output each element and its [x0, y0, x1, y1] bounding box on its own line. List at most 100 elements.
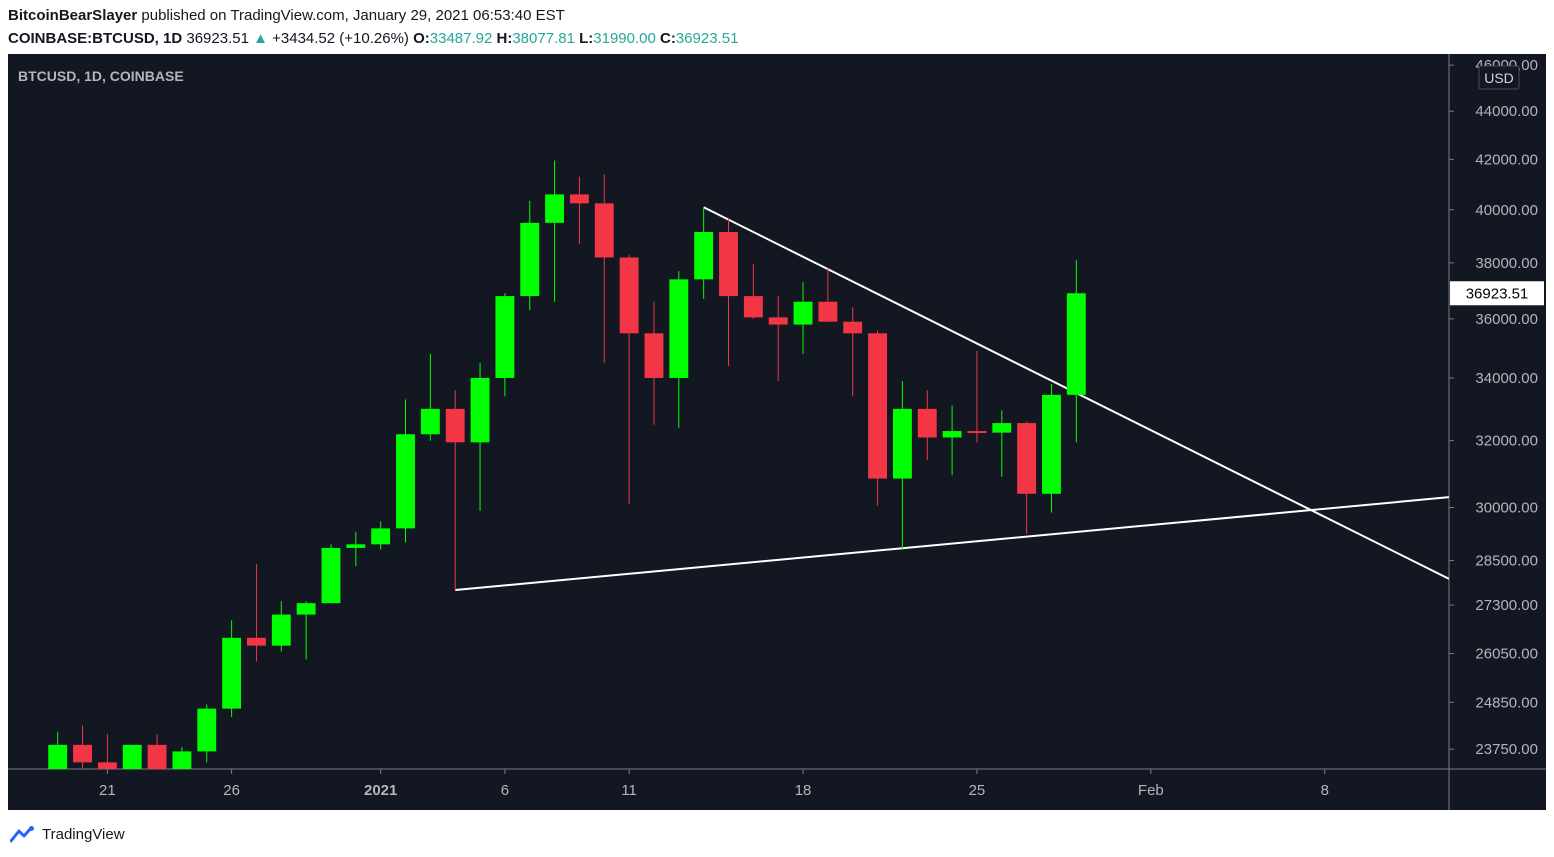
candle: [247, 564, 266, 662]
price-tick-label: 38000.00: [1475, 255, 1538, 272]
candle-body: [346, 544, 366, 548]
candle: [371, 521, 391, 550]
low-label: L:: [579, 30, 594, 47]
candle-body: [967, 431, 987, 434]
candle: [942, 405, 962, 476]
price-tick-label: 44000.00: [1475, 103, 1538, 120]
high-value: 38077.81: [512, 30, 575, 47]
open-value: 33487.92: [429, 30, 493, 47]
footer-brand: TradingView: [42, 825, 125, 843]
price-axis-ticks: 46000.0044000.0042000.0040000.0038000.00…: [1449, 57, 1538, 758]
trendline-ascending-support: [455, 496, 1449, 592]
candle-body: [420, 408, 440, 435]
candle: [495, 293, 515, 397]
price-axis[interactable]: [1449, 54, 1546, 769]
candle-body: [619, 257, 639, 334]
ohlc-legend: COINBASE:BTCUSD, 1D 36923.51 ▲ +3434.52 …: [8, 30, 738, 47]
candle-body: [396, 434, 415, 529]
candle-body: [321, 547, 341, 604]
candle: [743, 264, 763, 319]
candle-body: [892, 408, 912, 479]
candle-body: [644, 333, 664, 378]
candle: [470, 362, 490, 511]
candle-body: [1017, 423, 1037, 494]
candle: [48, 731, 68, 769]
candle-body: [843, 321, 863, 334]
price-tick-label: 28500.00: [1475, 553, 1538, 570]
last-price-marker: 36923.51: [1450, 281, 1544, 306]
candle: [520, 200, 540, 311]
price-tick-label: 42000.00: [1475, 151, 1538, 168]
candle-body: [48, 744, 68, 769]
candle-body: [694, 232, 714, 280]
candle-body: [818, 301, 838, 322]
publish-text: published on TradingView.com, January 29…: [141, 7, 565, 24]
candle: [619, 254, 639, 505]
time-tick-label: 11: [621, 782, 637, 799]
publish-info: BitcoinBearSlayer published on TradingVi…: [8, 7, 565, 24]
author-name[interactable]: BitcoinBearSlayer: [8, 7, 138, 24]
candles: [48, 160, 1086, 769]
tradingview-logo-icon: [10, 826, 34, 843]
candle-body: [768, 317, 788, 325]
price-tick-label: 27300.00: [1475, 597, 1538, 614]
candle: [1017, 421, 1037, 534]
last-price-box: [1450, 281, 1544, 306]
price-tick-label: 23750.00: [1475, 741, 1538, 758]
candle: [594, 174, 614, 363]
candle: [296, 601, 316, 660]
time-axis-ticks: 21 26 2021 6 11 18 25 Feb 8: [99, 769, 1329, 799]
tradingview-footer[interactable]: TradingView: [10, 823, 125, 845]
time-axis[interactable]: [8, 769, 1546, 810]
time-tick-label: 18: [795, 782, 812, 799]
chart-container[interactable]: 46000.0044000.0042000.0040000.0038000.00…: [8, 54, 1546, 810]
candle-body: [271, 614, 291, 646]
candle: [346, 531, 366, 567]
candle-body: [594, 203, 614, 258]
time-tick-label: 25: [969, 782, 986, 799]
candle-body: [1066, 293, 1086, 395]
candle-body: [669, 279, 689, 378]
candle: [719, 217, 738, 366]
candle-body: [247, 637, 266, 646]
candle: [147, 734, 167, 769]
last-price: 36923.51: [186, 30, 249, 47]
time-tick-label: 26: [223, 782, 240, 799]
candle-body: [147, 744, 167, 769]
currency-badge[interactable]: USD: [1478, 65, 1520, 90]
time-tick-label: Feb: [1138, 782, 1164, 799]
candle: [992, 410, 1012, 477]
candle-body: [520, 222, 540, 297]
candle: [843, 307, 863, 397]
candle: [445, 390, 465, 591]
candle: [793, 282, 813, 354]
candle: [271, 601, 291, 652]
plot-area[interactable]: [8, 54, 1449, 769]
candle: [1066, 260, 1086, 443]
close-value: 36923.51: [675, 30, 739, 47]
candle-body: [371, 528, 391, 545]
up-arrow-icon: ▲: [253, 30, 268, 47]
price-tick-label: 40000.00: [1475, 202, 1538, 219]
candle-body: [1042, 394, 1061, 494]
candle-body: [470, 377, 490, 443]
open-label: O:: [413, 30, 430, 47]
candle: [917, 390, 937, 461]
price-tick-label: 30000.00: [1475, 499, 1538, 516]
candle-body: [296, 603, 316, 615]
candle-body: [97, 762, 117, 769]
price-tick-label: 24850.00: [1475, 694, 1538, 711]
time-tick-label: 21: [99, 782, 116, 799]
candle: [669, 271, 689, 428]
price-tick-label: 34000.00: [1475, 370, 1538, 387]
candle: [569, 176, 589, 244]
candle-body: [942, 431, 962, 438]
candle: [768, 296, 788, 382]
candle: [197, 704, 217, 763]
candle-body: [172, 751, 192, 769]
high-label: H:: [496, 30, 513, 47]
candle-body: [569, 194, 589, 204]
candle: [1042, 384, 1061, 513]
close-label: C:: [660, 30, 676, 47]
candlestick-chart[interactable]: 46000.0044000.0042000.0040000.0038000.00…: [8, 54, 1546, 810]
